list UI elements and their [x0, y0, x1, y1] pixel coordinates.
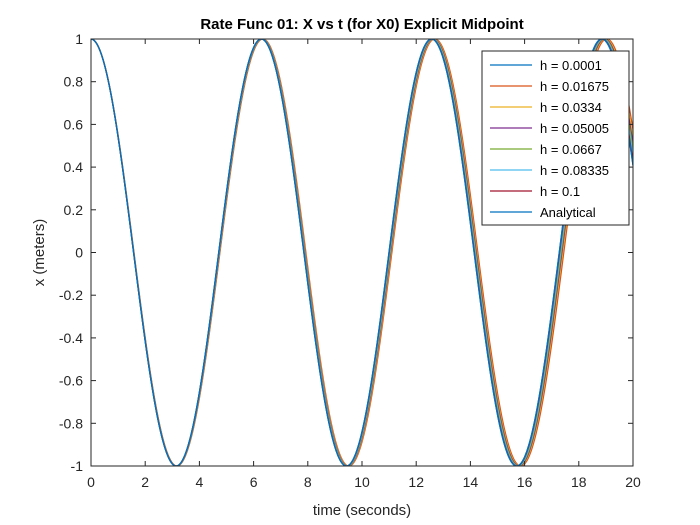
- y-tick-label: -1: [71, 458, 84, 474]
- y-tick-label: 0.8: [64, 74, 84, 90]
- x-axis-label: time (seconds): [313, 502, 411, 519]
- chart-title: Rate Func 01: X vs t (for X0) Explicit M…: [200, 16, 523, 33]
- legend-label-2: h = 0.0334: [540, 100, 602, 115]
- y-tick-label: -0.6: [59, 373, 83, 389]
- x-tick-label: 12: [408, 474, 424, 490]
- legend-box: [481, 50, 630, 226]
- y-tick-label: 0.4: [64, 159, 84, 175]
- x-tick-label: 14: [463, 474, 479, 490]
- ticks-layer: 0 2 4 6 8 10 12 14 16 18 20 -1 -0.8 -0.6 -0.4 -0.2 0 0.2 0…: [59, 31, 641, 490]
- legend-label-6: h = 0.1: [540, 184, 580, 199]
- x-tick-label: 4: [196, 474, 204, 490]
- y-tick-label: -0.4: [59, 330, 83, 346]
- x-tick-label: 0: [87, 474, 95, 490]
- y-tick-label: -0.2: [59, 287, 83, 303]
- x-tick-label: 6: [250, 474, 258, 490]
- legend-label-4: h = 0.0667: [540, 142, 602, 157]
- x-tick-label: 8: [304, 474, 312, 490]
- y-tick-label: -0.8: [59, 415, 83, 431]
- plot-frame: [90, 38, 634, 467]
- y-tick-label: 1: [75, 31, 83, 47]
- x-tick-label: 10: [354, 474, 370, 490]
- y-tick-label: 0.6: [64, 116, 84, 132]
- legend-label-1: h = 0.01675: [540, 79, 609, 94]
- series-layer: [91, 39, 633, 466]
- series-line-7: [91, 39, 633, 466]
- y-axis-label: x (meters): [31, 219, 48, 287]
- y-tick-label: 0: [75, 245, 83, 261]
- legend-label-7: Analytical: [540, 205, 596, 220]
- legend-label-3: h = 0.05005: [540, 121, 609, 136]
- x-tick-label: 20: [625, 474, 641, 490]
- legend: h = 0.0001 h = 0.01675 h = 0.0334 h = 0.050…: [481, 50, 630, 226]
- legend-label-5: h = 0.08335: [540, 163, 609, 178]
- y-tick-label: 0.2: [64, 202, 84, 218]
- x-tick-label: 2: [141, 474, 149, 490]
- x-tick-label: 16: [517, 474, 533, 490]
- x-tick-label: 18: [571, 474, 587, 490]
- legend-label-0: h = 0.0001: [540, 58, 602, 73]
